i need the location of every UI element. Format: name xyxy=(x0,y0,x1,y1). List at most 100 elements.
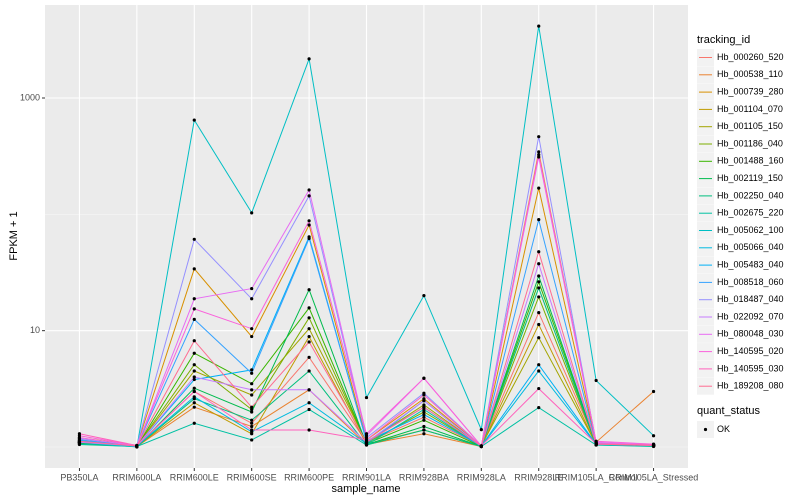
point xyxy=(250,382,254,386)
point xyxy=(250,388,254,392)
point xyxy=(537,386,541,391)
point xyxy=(192,307,196,311)
point xyxy=(192,118,196,122)
point xyxy=(307,428,311,432)
point xyxy=(307,327,311,331)
legend-label: Hb_018487_040 xyxy=(717,294,784,304)
point xyxy=(250,297,254,301)
point xyxy=(192,389,196,394)
x-tick-label: RRIM105LA_Control xyxy=(555,472,638,482)
point xyxy=(422,294,426,298)
legend-label: Hb_001186_040 xyxy=(717,138,783,148)
legend-label: Hb_002250_040 xyxy=(717,190,784,200)
point xyxy=(537,295,541,299)
point xyxy=(651,443,656,448)
legend-title: tracking_id xyxy=(697,34,750,46)
legend-label: Hb_005062_100 xyxy=(717,225,784,235)
point xyxy=(537,186,541,190)
legend-label: Hb_140595_020 xyxy=(717,346,784,356)
point xyxy=(307,316,311,320)
point xyxy=(77,432,82,436)
point xyxy=(192,363,196,367)
x-tick-label: RRIM928LE xyxy=(514,472,563,482)
point xyxy=(192,377,196,382)
legend-label: Hb_002119_150 xyxy=(717,173,783,183)
point xyxy=(307,340,311,344)
legend-label: Hb_000260_520 xyxy=(717,52,784,62)
point xyxy=(422,424,426,429)
point xyxy=(77,439,82,443)
point xyxy=(192,386,196,390)
point xyxy=(192,395,196,399)
legend-label: Hb_005066_040 xyxy=(717,242,784,252)
point xyxy=(422,407,426,412)
point xyxy=(479,444,483,448)
point xyxy=(651,389,656,394)
y-tick-label: 1000 xyxy=(20,92,40,102)
point xyxy=(364,395,369,400)
point xyxy=(307,407,311,412)
legend-label: Hb_189208_080 xyxy=(717,381,784,391)
point xyxy=(250,421,254,425)
legend-label: Hb_002675_220 xyxy=(717,208,784,218)
point xyxy=(192,401,196,405)
point xyxy=(537,135,541,139)
point xyxy=(364,440,369,444)
point xyxy=(422,376,426,380)
point xyxy=(537,322,541,327)
point xyxy=(250,424,254,429)
point xyxy=(307,334,311,339)
point xyxy=(192,375,196,379)
point xyxy=(537,218,541,222)
point xyxy=(250,327,254,331)
legend-label: Hb_022092_070 xyxy=(717,311,784,321)
point xyxy=(250,418,254,422)
point xyxy=(651,434,656,438)
point xyxy=(250,438,254,442)
x-tick-label: RRIM600LA xyxy=(112,472,161,482)
point xyxy=(307,188,311,192)
legend-label: OK xyxy=(717,424,730,434)
point xyxy=(594,439,598,443)
point xyxy=(307,236,311,241)
point xyxy=(307,194,311,198)
point xyxy=(307,288,311,292)
point xyxy=(307,57,311,61)
point xyxy=(192,351,196,355)
point xyxy=(422,410,426,414)
point xyxy=(422,428,426,432)
point xyxy=(537,250,541,254)
point xyxy=(422,418,426,422)
point xyxy=(250,371,254,375)
point xyxy=(250,286,254,291)
x-axis-label: sample_name xyxy=(331,483,400,495)
point xyxy=(250,405,254,409)
point xyxy=(250,407,254,412)
point xyxy=(250,368,254,372)
point xyxy=(250,334,254,339)
point xyxy=(537,150,541,154)
x-tick-label: RRIM901LA xyxy=(342,472,391,482)
point xyxy=(422,399,426,403)
x-tick-label: RRIM928BA xyxy=(399,472,449,482)
point xyxy=(192,369,196,373)
point xyxy=(537,24,541,28)
point xyxy=(537,406,541,410)
legend-label: Hb_001105_150 xyxy=(717,121,783,131)
point xyxy=(537,262,541,266)
point xyxy=(537,286,541,290)
point xyxy=(364,432,369,436)
point xyxy=(192,237,196,241)
point xyxy=(537,336,541,340)
x-tick-label: RRIM105LA_Stressed xyxy=(609,472,699,482)
point xyxy=(250,393,254,397)
point xyxy=(307,306,311,310)
point xyxy=(537,280,541,284)
point xyxy=(422,415,426,419)
legend-label: Hb_005483_040 xyxy=(717,259,784,269)
point xyxy=(250,211,254,215)
point xyxy=(537,369,541,373)
point xyxy=(537,155,541,159)
point xyxy=(192,297,196,301)
